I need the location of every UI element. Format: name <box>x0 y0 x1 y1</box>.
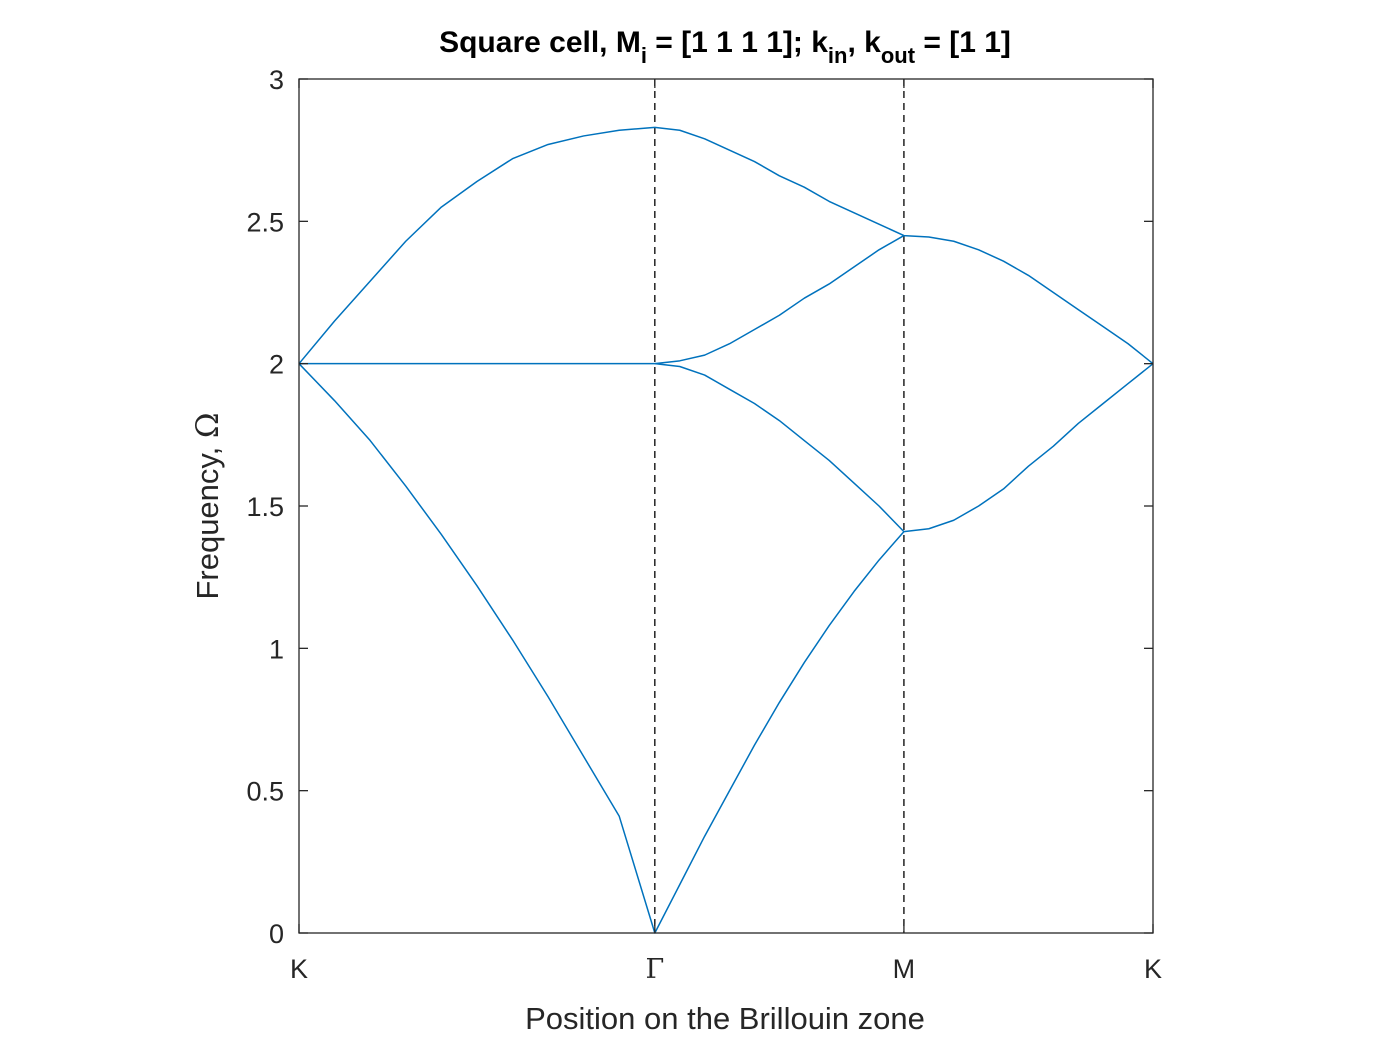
dispersion-branch-3 <box>654 362 1154 533</box>
plot-area-border <box>298 78 1154 934</box>
y-tick-labels: 0 0.5 1 1.5 2 2.5 3 <box>246 65 284 949</box>
dispersion-branch-1 <box>298 126 1154 365</box>
y-tick-label-2: 1 <box>269 634 284 664</box>
y-tick-label-3: 1.5 <box>246 492 284 522</box>
axis-ticks <box>298 78 1154 934</box>
dispersion-branch-4 <box>298 363 905 934</box>
y-tick-label-0: 0 <box>269 919 284 949</box>
y-tick-label-5: 2.5 <box>246 207 284 237</box>
x-tick-label-3: K <box>1144 954 1162 984</box>
y-axis-label: Frequency, Ω <box>190 412 226 599</box>
symmetry-point-lines <box>654 79 905 933</box>
y-tick-label-1: 0.5 <box>246 777 284 807</box>
x-tick-label-2: M <box>893 954 916 984</box>
x-tick-label-1: Γ <box>645 954 664 985</box>
chart-title: Square cell, Mi = [1 1 1 1]; kin, kout =… <box>439 26 1011 68</box>
dispersion-curves <box>298 126 1154 934</box>
y-tick-label-6: 3 <box>269 65 284 95</box>
dispersion-branch-2 <box>299 234 905 365</box>
x-tick-label-0: K <box>290 954 308 984</box>
y-tick-label-4: 2 <box>269 350 284 380</box>
x-axis-label: Position on the Brillouin zone <box>525 1001 925 1036</box>
